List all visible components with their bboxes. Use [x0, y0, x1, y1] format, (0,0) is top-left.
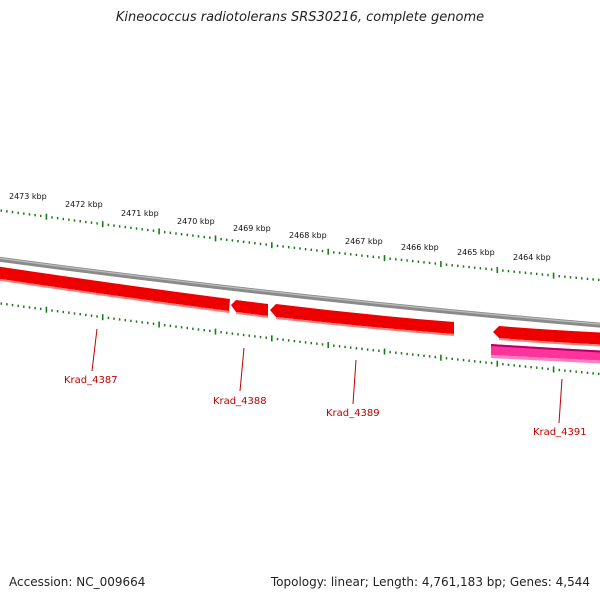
gene-label-krad-4387[interactable]: Krad_4387 — [64, 375, 118, 386]
kbp-label: 2471 kbp — [121, 209, 159, 218]
gene-label-krad-4388[interactable]: Krad_4388 — [213, 396, 267, 407]
gene-krad-4391[interactable] — [491, 344, 600, 364]
gene-krad-4387[interactable] — [0, 266, 230, 313]
leader-line-krad-4388 — [239, 347, 245, 392]
leader-line-krad-4391 — [558, 378, 563, 424]
kbp-label-ring: 2473 kbp 2472 kbp 2471 kbp 2470 kbp 2469… — [9, 192, 551, 262]
gene-krad-4389[interactable] — [270, 304, 454, 336]
kbp-label: 2468 kbp — [289, 231, 327, 240]
kbp-label: 2464 kbp — [513, 253, 551, 262]
leader-line-krad-4389 — [352, 359, 357, 405]
gene-krad-4390[interactable] — [493, 326, 600, 347]
gene-krad-4388[interactable] — [231, 300, 268, 318]
inner-tick-ring — [0, 302, 600, 376]
kbp-label: 2473 kbp — [9, 192, 47, 201]
accession-label: Accession: NC_009664 — [9, 575, 146, 589]
map-title: Kineococcus radiotolerans SRS30216, comp… — [115, 10, 485, 25]
leader-line-krad-4387 — [91, 328, 98, 372]
kbp-label: 2470 kbp — [177, 217, 215, 226]
genome-summary: Topology: linear; Length: 4,761,183 bp; … — [270, 575, 590, 589]
kbp-label: 2466 kbp — [401, 243, 439, 252]
gene-label-krad-4389[interactable]: Krad_4389 — [326, 408, 380, 419]
kbp-label: 2472 kbp — [65, 200, 103, 209]
outer-tick-ring — [0, 209, 600, 282]
genome-backbone — [0, 256, 600, 328]
kbp-label: 2467 kbp — [345, 237, 383, 246]
kbp-label: 2465 kbp — [457, 248, 495, 257]
genome-backbone-highlight — [0, 257, 600, 325]
gene-label-krad-4391[interactable]: Krad_4391 — [533, 427, 587, 438]
kbp-label: 2469 kbp — [233, 224, 271, 233]
